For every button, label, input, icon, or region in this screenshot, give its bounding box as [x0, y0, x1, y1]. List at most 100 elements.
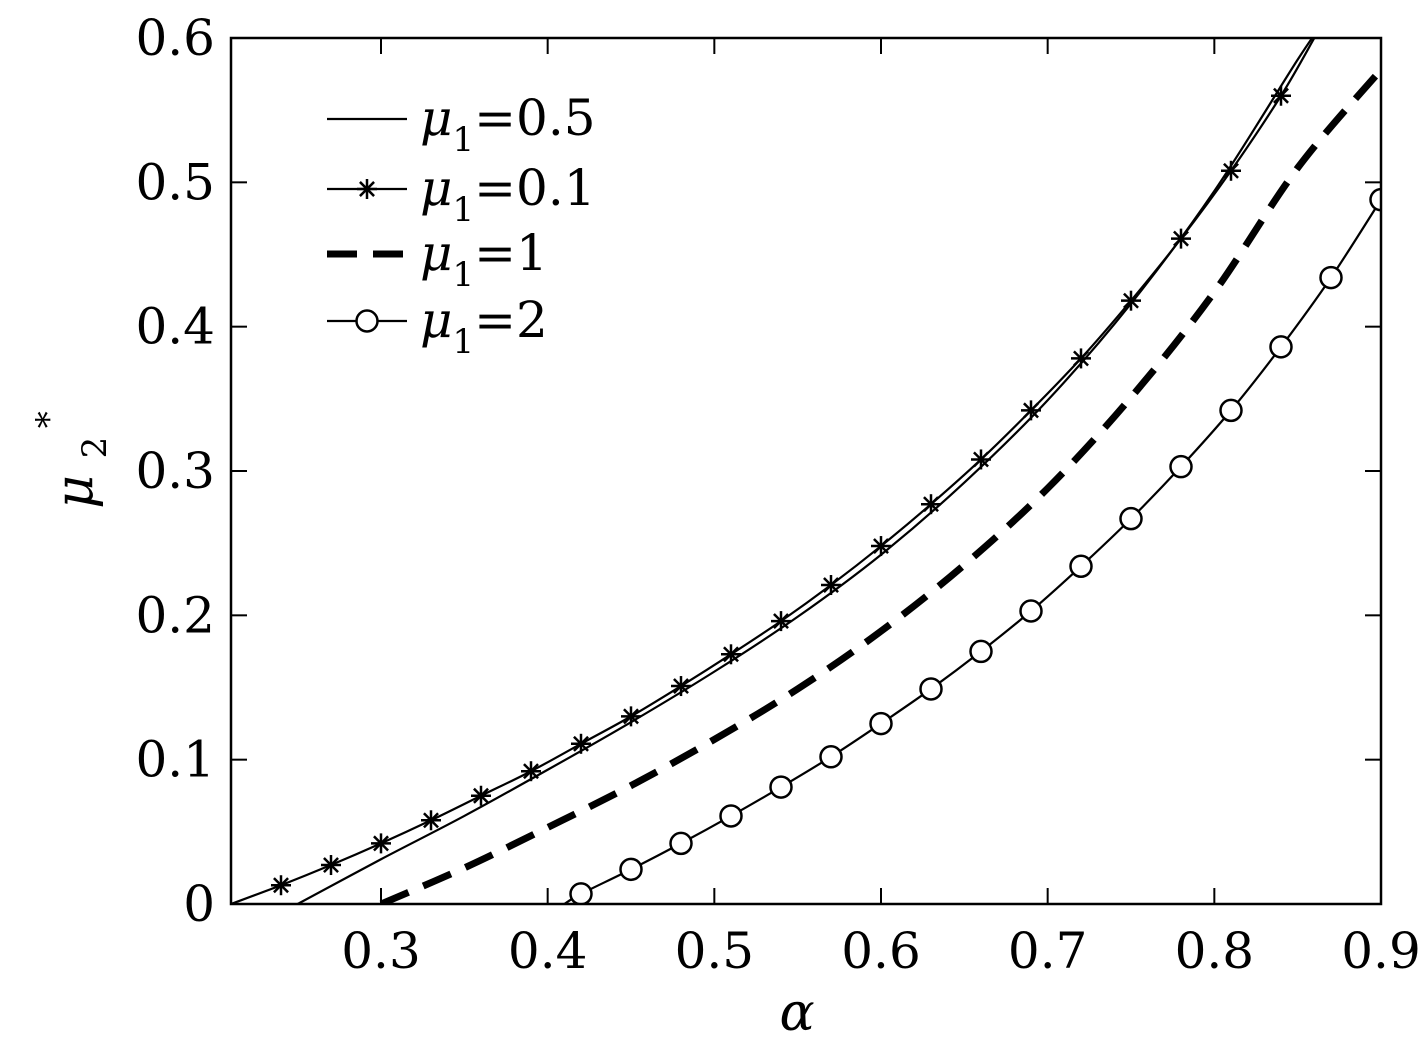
- series-2-point: [1221, 160, 1241, 181]
- series-2-point: [771, 611, 791, 632]
- legend: μ1=0.5μ1=0.1μ1=1μ1=2: [327, 89, 596, 362]
- y-tick-label: 0.2: [135, 586, 215, 644]
- series-2-point: [671, 676, 691, 697]
- y-tick-label: 0: [183, 875, 215, 933]
- legend-label-symbol: μ: [420, 89, 453, 147]
- series-2-point: [471, 785, 491, 806]
- plot-curves: [231, 38, 1381, 904]
- svg-text:μ 2 *: μ 2 *: [29, 411, 119, 509]
- asterisk-stroke: [923, 496, 939, 513]
- series-2-point: [621, 706, 641, 727]
- series-4-point: [1269, 335, 1293, 359]
- legend-label: μ1=0.1: [420, 159, 596, 230]
- y-tick-label: 0.6: [135, 9, 215, 67]
- x-tick-label: 0.7: [1008, 922, 1088, 980]
- x-tick-label: 0.4: [508, 922, 588, 980]
- series-2-point: [721, 644, 741, 665]
- series-4-point: [669, 831, 693, 856]
- series-line-4: [563, 199, 1381, 904]
- series-2-point: [1171, 228, 1191, 249]
- asterisk-stroke: [373, 835, 389, 852]
- legend-item-1: μ1=0.5: [327, 89, 596, 160]
- plot-markers: [271, 85, 1381, 904]
- x-tick-label: 0.5: [675, 922, 755, 980]
- series-4-point: [1219, 398, 1243, 423]
- legend-marker: [357, 179, 377, 199]
- y-tick-label: 0.3: [135, 442, 215, 500]
- series-2-point: [921, 494, 941, 515]
- asterisk-stroke: [623, 708, 639, 725]
- y-axis-label: μ 2 *: [29, 411, 119, 509]
- x-tick-label: 0.3: [341, 922, 421, 980]
- series-2-point: [971, 449, 991, 470]
- asterisk-stroke: [423, 812, 439, 829]
- asterisk-stroke: [359, 181, 375, 197]
- x-tick-label: 0.9: [1341, 922, 1421, 980]
- series-2-point: [1021, 400, 1041, 421]
- asterisk-stroke: [1123, 292, 1139, 309]
- legend-label-value: =1: [474, 224, 548, 282]
- legend-item-2: μ1=0.1: [327, 159, 596, 230]
- asterisk-stroke: [273, 877, 289, 894]
- legend-label-sub: 1: [453, 322, 475, 362]
- legend-label-symbol: μ: [420, 159, 453, 217]
- asterisk-stroke: [1173, 230, 1189, 247]
- series-4-point: [819, 745, 843, 769]
- asterisk-stroke: [473, 787, 489, 804]
- series-2-point: [821, 575, 841, 596]
- axes: [229, 36, 1383, 906]
- asterisk-stroke: [1223, 162, 1239, 179]
- series-4-point: [1019, 599, 1043, 623]
- asterisk-stroke: [523, 763, 539, 780]
- series-4-point: [1319, 265, 1343, 290]
- series-2-point: [521, 761, 541, 782]
- asterisk-stroke: [323, 857, 339, 873]
- asterisk-stroke: [1023, 402, 1039, 419]
- series-4-point: [1169, 454, 1193, 479]
- series-4-point: [719, 804, 743, 828]
- asterisk-stroke: [873, 538, 889, 555]
- series-2-point: [571, 733, 591, 754]
- legend-label-sub: 1: [453, 255, 475, 295]
- asterisk-stroke: [823, 577, 839, 593]
- x-tick-label: 0.8: [1175, 922, 1255, 980]
- legend-label: μ1=0.5: [420, 89, 596, 160]
- asterisk-stroke: [973, 451, 989, 468]
- legend-label-symbol: μ: [420, 291, 453, 349]
- series-2-point: [271, 875, 291, 896]
- asterisk-stroke: [673, 678, 689, 695]
- asterisk-stroke: [773, 613, 789, 630]
- series-4-point: [969, 639, 993, 664]
- series-4-point: [769, 775, 793, 799]
- series-2-point: [371, 833, 391, 854]
- legend-label-value: =0.1: [474, 159, 595, 217]
- series-line-2: [231, 38, 1316, 904]
- asterisk-stroke: [1273, 87, 1289, 104]
- legend-label-value: =0.5: [474, 89, 595, 147]
- asterisk-stroke: [1073, 350, 1089, 367]
- y-axis-label-sub: 2: [75, 437, 115, 459]
- asterisk-stroke: [723, 646, 739, 663]
- series-2-point: [871, 536, 891, 557]
- series-4-point: [1119, 506, 1143, 531]
- y-axis-label-sup: *: [29, 411, 69, 428]
- series-line-1: [297, 38, 1314, 904]
- x-tick-label: 0.6: [841, 922, 921, 980]
- legend-label-sub: 1: [453, 120, 475, 160]
- legend-label: μ1=2: [420, 291, 548, 362]
- legend-label: μ1=1: [420, 224, 548, 295]
- legend-label-value: =2: [474, 291, 548, 349]
- legend-item-4: μ1=2: [327, 291, 548, 362]
- ticks: 0.3 0.4 0.5 0.6 0.7 0.8 0.9 0 0.1 0.2 0.3 0.4 0.5 0.6: [135, 9, 1420, 980]
- x-axis-label: α: [779, 983, 814, 1043]
- series-2-point: [321, 855, 341, 876]
- series-2-point: [1071, 348, 1091, 369]
- legend-label-symbol: μ: [420, 224, 453, 282]
- series-4-point: [569, 882, 593, 904]
- y-tick-label: 0.1: [135, 731, 215, 789]
- series-line-3: [379, 67, 1381, 904]
- series-4-point: [919, 677, 943, 701]
- series-4-point: [869, 711, 893, 736]
- series-4-point: [1069, 554, 1093, 579]
